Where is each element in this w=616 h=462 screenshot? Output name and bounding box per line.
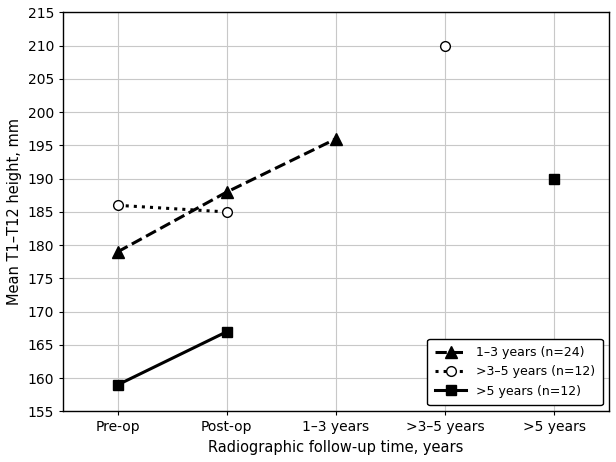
- Y-axis label: Mean T1–T12 height, mm: Mean T1–T12 height, mm: [7, 118, 22, 305]
- X-axis label: Radiographic follow-up time, years: Radiographic follow-up time, years: [208, 440, 464, 455]
- Legend: 1–3 years (n=24), >3–5 years (n=12), >5 years (n=12): 1–3 years (n=24), >3–5 years (n=12), >5 …: [428, 339, 603, 405]
